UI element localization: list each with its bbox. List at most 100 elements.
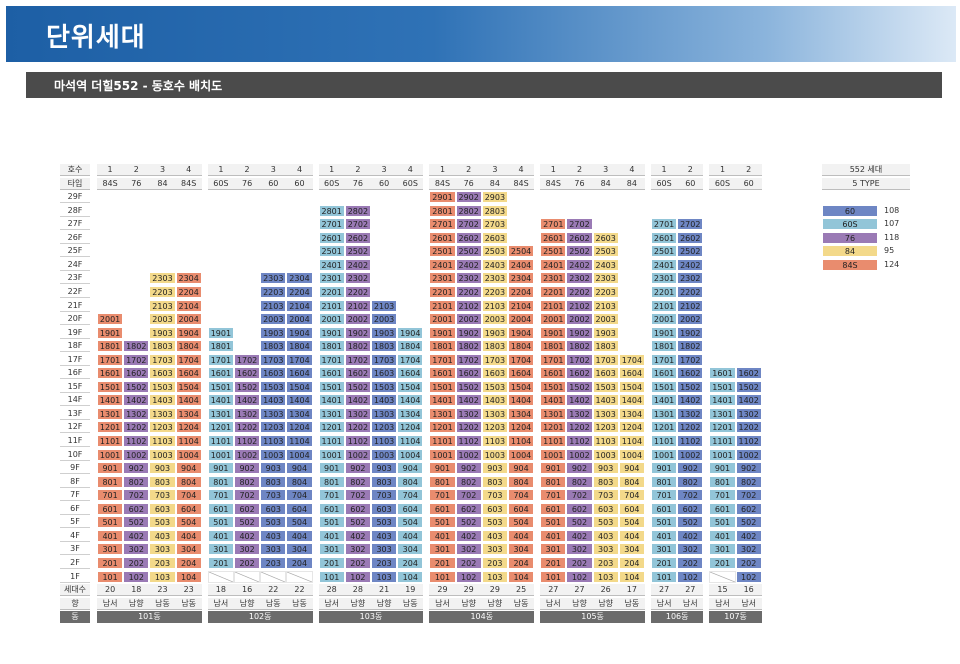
unit-cell: 2204	[508, 285, 535, 298]
unit-cell: 1302	[344, 407, 371, 420]
unit-cell: 704	[618, 489, 645, 502]
unit-direction: 남동	[149, 597, 176, 610]
floor-label: 15F	[60, 380, 90, 393]
unit-cell: 2304	[175, 272, 202, 285]
unit-cell: 1304	[286, 407, 313, 420]
unit-cell: 1702	[566, 353, 593, 366]
line-number: 4	[618, 164, 645, 176]
line-type: 60	[735, 177, 762, 190]
line-type: 84	[592, 177, 619, 190]
unit-cell: 1302	[234, 407, 261, 420]
unit-cell: 2301	[651, 272, 678, 285]
unit-cell: 1501	[207, 380, 234, 393]
unit-cell: 2403	[481, 258, 508, 271]
unit-cell: 1403	[371, 394, 398, 407]
unit-cell: 701	[429, 489, 456, 502]
unit-cell: 203	[260, 556, 287, 569]
unit-cell: 1704	[175, 353, 202, 366]
unit-cell: 202	[455, 556, 482, 569]
unit-cell: 1702	[123, 353, 150, 366]
unit-cell: 1604	[175, 367, 202, 380]
unit-cell: 704	[175, 489, 202, 502]
unit-cell: 602	[344, 502, 371, 515]
line-type: 60S	[397, 177, 424, 190]
unit-cell: 1601	[97, 367, 124, 380]
unit-cell: 1903	[260, 326, 287, 339]
unit-cell: 401	[318, 529, 345, 542]
unit-cell: 502	[344, 516, 371, 529]
unit-cell: 2601	[540, 231, 567, 244]
unit-cell: 802	[234, 475, 261, 488]
line-type: 60S	[207, 177, 234, 190]
unit-cell: 1004	[286, 448, 313, 461]
unit-cell: 1302	[455, 407, 482, 420]
legend-count: 118	[884, 232, 900, 242]
unit-cell: 801	[318, 475, 345, 488]
unit-cell: 1301	[429, 407, 456, 420]
unit-cell: 1104	[397, 435, 424, 447]
line-number: 4	[175, 164, 202, 176]
unit-cell: 901	[540, 462, 567, 475]
unit-cell: 1202	[234, 421, 261, 434]
unit-cell: 1401	[651, 394, 678, 407]
floor-label: 16F	[60, 367, 90, 380]
line-type: 60S	[709, 177, 736, 190]
legend-swatch: 84S	[822, 258, 878, 271]
unit-cell: 904	[175, 462, 202, 475]
unit-cell: 2801	[318, 204, 345, 217]
unit-cell: 702	[234, 489, 261, 502]
unit-cell: 1803	[481, 340, 508, 353]
unit-cell: 1301	[709, 407, 736, 420]
unit-cell: 501	[540, 516, 567, 529]
unit-cell: 101	[429, 570, 456, 583]
unit-count: 29	[481, 584, 508, 597]
unit-cell: 903	[260, 462, 287, 475]
unit-cell: 1901	[540, 326, 567, 339]
unit-cell: 1903	[371, 326, 398, 339]
floor-label: 18F	[60, 340, 90, 353]
unit-cell: 401	[429, 529, 456, 542]
unit-cell: 1904	[397, 326, 424, 339]
unit-cell: 1703	[481, 353, 508, 366]
unit-cell: 101	[651, 570, 678, 583]
unit-cell: 601	[709, 502, 736, 515]
unit-cell: 102	[123, 570, 150, 583]
unit-cell: 2001	[540, 313, 567, 326]
unit-cell: 304	[397, 543, 424, 556]
unit-cell: 1104	[175, 435, 202, 447]
unit-cell: 804	[175, 475, 202, 488]
unit-cell: 2401	[429, 258, 456, 271]
unit-cell: 1601	[318, 367, 345, 380]
unit-cell: 301	[651, 543, 678, 556]
unit-count: 21	[371, 584, 398, 597]
unit-cell: 303	[592, 543, 619, 556]
unit-count: 23	[175, 584, 202, 597]
unit-cell: 2002	[677, 313, 704, 326]
unit-cell: 203	[592, 556, 619, 569]
unit-cell: 401	[207, 529, 234, 542]
unit-cell: 703	[371, 489, 398, 502]
unit-cell: 1802	[344, 340, 371, 353]
unit-cell: 2702	[455, 218, 482, 231]
unit-cell: 1602	[344, 367, 371, 380]
unit-cell: 1404	[286, 394, 313, 407]
unit-cell: 802	[677, 475, 704, 488]
unit-cell: 2404	[508, 258, 535, 271]
unit-cell: 2402	[455, 258, 482, 271]
line-type: 60	[260, 177, 287, 190]
unit-cell: 2101	[429, 299, 456, 312]
unit-cell: 904	[397, 462, 424, 475]
unit-cell: 1502	[677, 380, 704, 393]
unit-cell: 1403	[481, 394, 508, 407]
unit-cell: 302	[677, 543, 704, 556]
unit-cell: 2302	[566, 272, 593, 285]
unit-cell: 802	[455, 475, 482, 488]
unit-cell: 302	[566, 543, 593, 556]
unit-cell: 1003	[592, 448, 619, 461]
empty-unit-cell	[207, 570, 234, 583]
unit-count: 28	[318, 584, 345, 597]
unit-cell: 2501	[540, 245, 567, 258]
unit-cell: 1901	[207, 326, 234, 339]
unit-cell: 1502	[566, 380, 593, 393]
floor-label: 20F	[60, 313, 90, 326]
